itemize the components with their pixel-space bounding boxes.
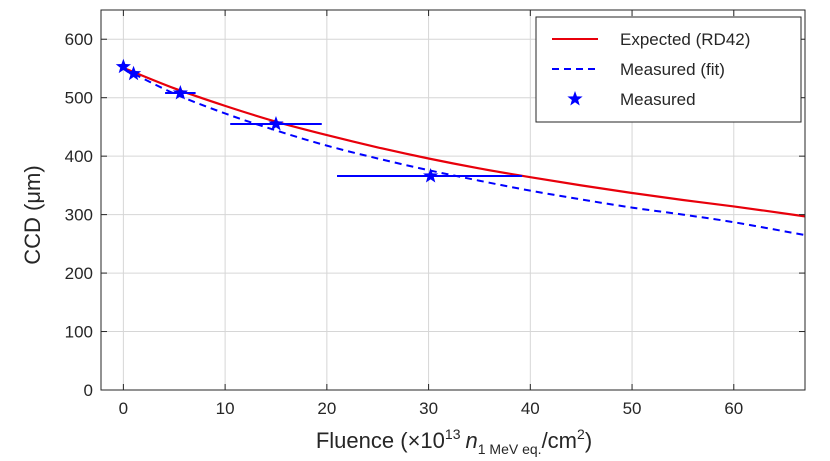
legend-label-expected: Expected (RD42) xyxy=(620,30,750,49)
x-axis-label: Fluence (×1013 n1 MeV eq./cm2) xyxy=(316,426,592,457)
x-label-unit-exponent: 2 xyxy=(577,426,585,442)
y-tick-label: 200 xyxy=(65,264,93,283)
legend-label-fit: Measured (fit) xyxy=(620,60,725,79)
measured-point xyxy=(115,58,131,74)
legend: Expected (RD42) Measured (fit) Measured xyxy=(535,16,802,123)
legend-swatch-measured xyxy=(567,91,583,106)
legend-label-measured: Measured xyxy=(620,90,696,109)
y-tick-label: 400 xyxy=(65,147,93,166)
measured-point xyxy=(423,168,439,183)
x-tick-label: 30 xyxy=(419,399,438,418)
series-expected-line xyxy=(122,66,806,218)
measured-point xyxy=(172,85,188,100)
legend-star-marker xyxy=(567,91,583,106)
x-label-close: ) xyxy=(585,428,592,453)
measured-point xyxy=(268,116,284,131)
x-tick-label: 20 xyxy=(317,399,336,418)
x-label-unit: /cm xyxy=(542,428,577,453)
x-tick-label: 60 xyxy=(724,399,743,418)
y-axis-label: CCD (μm) xyxy=(20,165,45,264)
x-tick-label: 10 xyxy=(216,399,235,418)
x-tick-label: 40 xyxy=(521,399,540,418)
y-tick-label: 0 xyxy=(84,381,93,400)
series-group xyxy=(115,58,806,237)
x-tick-label: 0 xyxy=(119,399,128,418)
y-tick-label: 300 xyxy=(65,206,93,225)
x-label-n: n xyxy=(465,428,477,453)
axes-frame xyxy=(100,9,806,391)
x-label-subscript: 1 MeV eq. xyxy=(478,441,542,457)
y-tick-label: 100 xyxy=(65,323,93,342)
x-label-main: Fluence ( xyxy=(316,428,408,453)
x-label-times: ×10 xyxy=(408,428,445,453)
x-label-exponent: 13 xyxy=(445,426,461,442)
x-tick-label: 50 xyxy=(623,399,642,418)
y-tick-label: 500 xyxy=(65,89,93,108)
measured-point xyxy=(125,65,142,81)
y-tick-label: 600 xyxy=(65,30,93,49)
plot-frame xyxy=(100,9,806,391)
